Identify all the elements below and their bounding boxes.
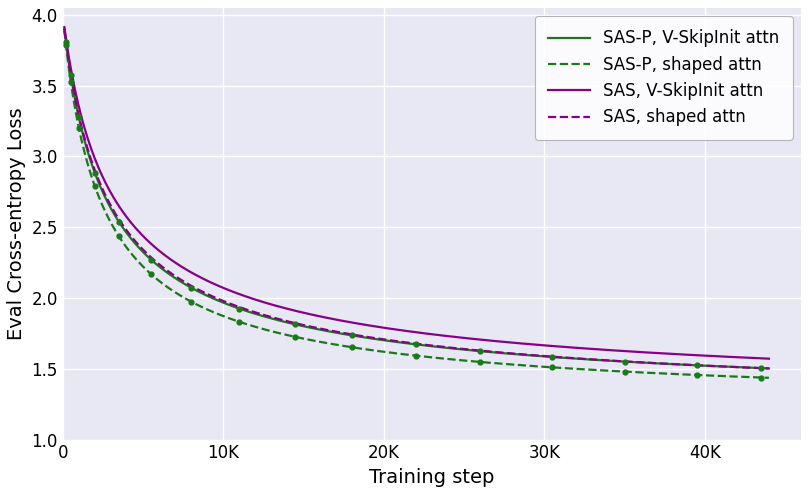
Legend: SAS-P, V-SkipInit attn, SAS-P, shaped attn, SAS, V-SkipInit attn, SAS, shaped at: SAS-P, V-SkipInit attn, SAS-P, shaped at… bbox=[535, 16, 793, 140]
SAS, V-SkipInit attn bbox=[60, 24, 69, 30]
SAS, V-SkipInit attn bbox=[590, 346, 600, 352]
SAS, shaped attn bbox=[590, 357, 600, 363]
Line: SAS-P, V-SkipInit attn: SAS-P, V-SkipInit attn bbox=[65, 29, 769, 369]
SAS-P, shaped attn bbox=[530, 363, 540, 369]
SAS-P, V-SkipInit attn bbox=[241, 308, 250, 314]
SAS-P, V-SkipInit attn bbox=[60, 26, 69, 32]
SAS, shaped attn bbox=[60, 26, 69, 32]
SAS, V-SkipInit attn bbox=[475, 336, 485, 342]
SAS-P, shaped attn bbox=[590, 367, 600, 373]
SAS, V-SkipInit attn bbox=[241, 293, 250, 299]
SAS, shaped attn bbox=[530, 352, 540, 358]
X-axis label: Training step: Training step bbox=[369, 468, 494, 487]
SAS, V-SkipInit attn bbox=[184, 268, 194, 274]
SAS-P, V-SkipInit attn bbox=[184, 284, 194, 289]
Line: SAS, shaped attn: SAS, shaped attn bbox=[65, 29, 769, 369]
SAS, shaped attn bbox=[378, 336, 388, 342]
SAS, shaped attn bbox=[764, 366, 774, 371]
SAS, V-SkipInit attn bbox=[378, 325, 388, 330]
SAS-P, shaped attn bbox=[764, 375, 774, 381]
Line: SAS, V-SkipInit attn: SAS, V-SkipInit attn bbox=[65, 27, 769, 359]
Line: SAS-P, shaped attn: SAS-P, shaped attn bbox=[65, 31, 769, 378]
SAS-P, shaped attn bbox=[184, 297, 194, 303]
SAS-P, V-SkipInit attn bbox=[530, 353, 540, 359]
SAS-P, shaped attn bbox=[241, 321, 250, 327]
SAS, shaped attn bbox=[241, 306, 250, 312]
SAS-P, V-SkipInit attn bbox=[764, 366, 774, 371]
SAS-P, V-SkipInit attn bbox=[378, 337, 388, 343]
SAS, shaped attn bbox=[184, 282, 194, 288]
SAS, V-SkipInit attn bbox=[764, 356, 774, 362]
Y-axis label: Eval Cross-entropy Loss: Eval Cross-entropy Loss bbox=[7, 107, 26, 340]
SAS, V-SkipInit attn bbox=[530, 342, 540, 348]
SAS-P, V-SkipInit attn bbox=[475, 348, 485, 354]
SAS-P, V-SkipInit attn bbox=[590, 357, 600, 363]
SAS-P, shaped attn bbox=[378, 349, 388, 355]
SAS, shaped attn bbox=[475, 348, 485, 354]
SAS-P, shaped attn bbox=[60, 28, 69, 34]
SAS-P, shaped attn bbox=[475, 359, 485, 365]
